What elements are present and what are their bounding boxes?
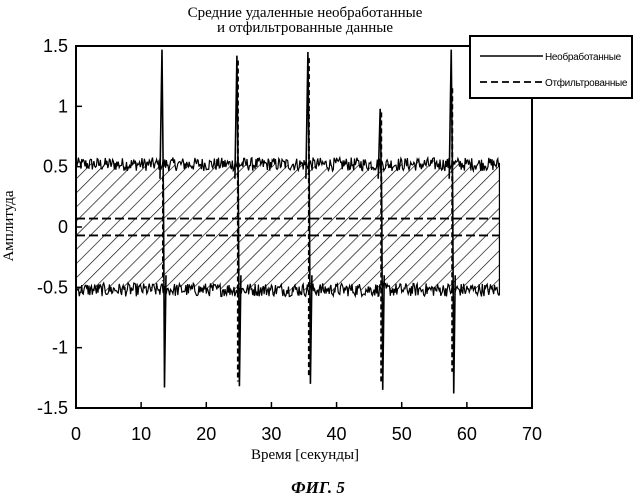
- y-axis-label: Амплитуда: [1, 190, 17, 261]
- x-tick-label: 60: [457, 424, 477, 444]
- x-tick-label: 50: [392, 424, 412, 444]
- y-tick-label: -0.5: [37, 277, 68, 297]
- y-tick-label: -1.5: [37, 398, 68, 418]
- chart-title-line-2: и отфильтрованные данные: [217, 20, 393, 36]
- y-tick-label: 0: [58, 217, 68, 237]
- y-tick-label: 0.5: [43, 157, 68, 177]
- x-tick-label: 70: [522, 424, 542, 444]
- raw-signal-band: [76, 158, 499, 297]
- legend-label-raw: Необработанные: [545, 51, 622, 63]
- y-tick-label: -1: [52, 338, 68, 358]
- y-tick-label: 1: [58, 96, 68, 116]
- x-axis-label: Время [секунды]: [251, 447, 359, 463]
- legend: Необработанные Отфильтрованные: [470, 36, 632, 98]
- x-tick-label: 30: [261, 424, 281, 444]
- x-tick-label: 0: [71, 424, 81, 444]
- plot-data: [76, 50, 499, 394]
- x-tick-label: 20: [196, 424, 216, 444]
- chart-title-line-1: Средние удаленные необработанные: [188, 5, 423, 21]
- x-tick-label: 10: [131, 424, 151, 444]
- legend-label-filtered: Отфильтрованные: [545, 77, 628, 89]
- x-tick-label: 40: [327, 424, 347, 444]
- y-tick-label: 1.5: [43, 36, 68, 56]
- figure-caption: ФИГ. 5: [291, 478, 345, 497]
